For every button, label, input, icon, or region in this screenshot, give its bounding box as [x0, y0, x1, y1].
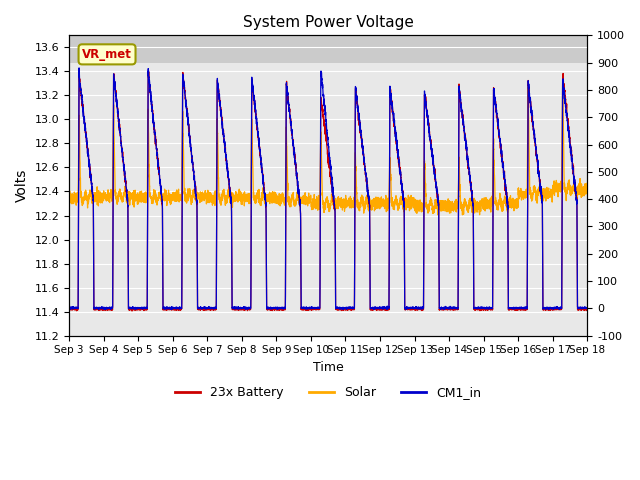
Title: System Power Voltage: System Power Voltage	[243, 15, 413, 30]
Text: VR_met: VR_met	[82, 48, 132, 61]
Legend: 23x Battery, Solar, CM1_in: 23x Battery, Solar, CM1_in	[170, 382, 486, 405]
Bar	[69, 36, 588, 63]
X-axis label: Time: Time	[313, 361, 344, 374]
Y-axis label: Volts: Volts	[15, 169, 29, 202]
